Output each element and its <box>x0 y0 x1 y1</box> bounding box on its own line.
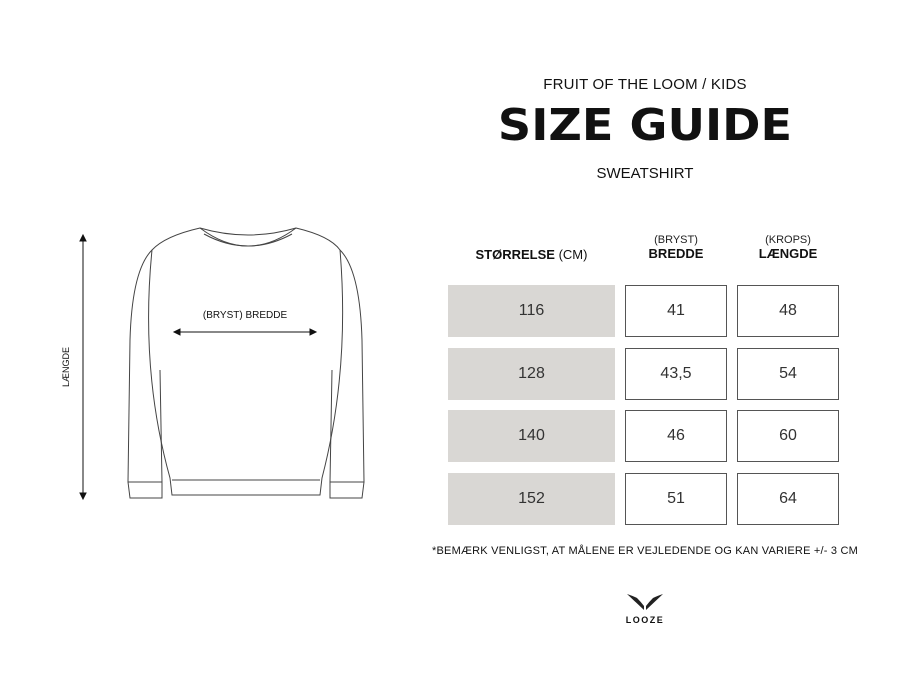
chest-width-label: (BRYST) BREDDE <box>202 310 288 321</box>
length-cell: 64 <box>737 473 839 525</box>
width-cell: 46 <box>625 410 727 462</box>
header-length-small: (KROPS) <box>765 234 811 246</box>
sweatshirt-diagram <box>79 227 365 501</box>
header-size-unit: (CM) <box>558 247 588 262</box>
disclaimer-note: *BEMÆRK VENLIGST, AT MÅLENE ER VEJLEDEND… <box>432 545 858 557</box>
length-cell: 48 <box>737 285 839 337</box>
length-label: LÆNGDE <box>61 347 71 388</box>
wings-icon <box>627 594 663 610</box>
length-cell: 60 <box>737 410 839 462</box>
size-cell: 140 <box>448 410 615 462</box>
header-length: (KROPS) LÆNGDE <box>737 234 839 261</box>
width-cell: 51 <box>625 473 727 525</box>
page-title: SIZE GUIDE <box>497 100 793 151</box>
length-cell: 54 <box>737 348 839 400</box>
header-length-big: LÆNGDE <box>758 246 818 261</box>
header-size-label: STØRRELSE <box>475 247 555 262</box>
product-subtitle: SWEATSHIRT <box>596 165 694 182</box>
looze-logo: LOOZE <box>615 592 675 625</box>
right-sleeve <box>329 249 365 483</box>
size-cell: 152 <box>448 473 615 525</box>
header-width-small: (BRYST) <box>654 234 698 246</box>
logo-text: LOOZE <box>625 615 665 625</box>
size-cell: 116 <box>448 285 615 337</box>
width-cell: 43,5 <box>625 348 727 400</box>
brand-title: FRUIT OF THE LOOM / KIDS <box>543 76 747 93</box>
width-cell: 41 <box>625 285 727 337</box>
header-width-big: BREDDE <box>648 246 704 261</box>
sweatshirt-body <box>148 227 344 496</box>
size-cell: 128 <box>448 348 615 400</box>
left-sleeve <box>127 249 163 483</box>
header-width: (BRYST) BREDDE <box>625 234 727 261</box>
header-size: STØRRELSE (CM) <box>448 247 615 262</box>
